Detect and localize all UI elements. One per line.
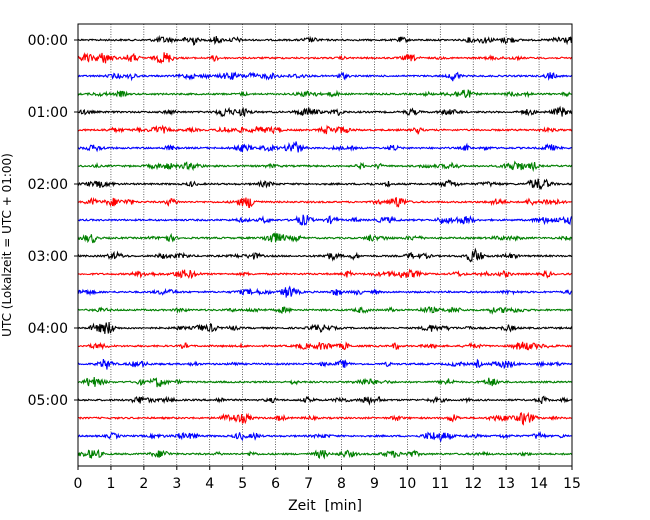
trace-line <box>77 160 573 173</box>
x-tick-label: 6 <box>271 476 280 492</box>
plot-area <box>78 24 572 466</box>
x-tick-label: 9 <box>370 476 379 492</box>
y-tick-label: 01:00 <box>28 105 68 121</box>
trace-line <box>77 376 573 388</box>
traces <box>77 34 573 460</box>
y-tick-label: 05:00 <box>28 393 68 409</box>
trace-line <box>77 197 573 209</box>
x-tick-label: 7 <box>304 476 313 492</box>
trace-line <box>77 141 573 153</box>
x-tick-label: 3 <box>172 476 181 492</box>
axes-frame <box>77 23 573 467</box>
trace-line <box>77 322 573 334</box>
y-axis-label: UTC (Lokalzeit = UTC + 01:00) <box>0 153 14 337</box>
x-axis-label: Zeit [min] <box>288 498 362 514</box>
x-tick-label: 12 <box>464 476 482 492</box>
x-tick-label: 1 <box>106 476 115 492</box>
trace-line <box>77 431 573 443</box>
trace-line <box>77 88 573 99</box>
y-tick-label: 02:00 <box>28 177 68 193</box>
trace-line <box>77 178 573 190</box>
ticks: 0 1 2 3 4 5 6 7 8 9 10 11 12 13 14 1500:0001:0002:0003:… <box>28 33 581 492</box>
x-tick-label: 10 <box>398 476 416 492</box>
trace-line <box>77 124 573 135</box>
x-tick-label: 13 <box>497 476 515 492</box>
x-tick-label: 15 <box>563 476 581 492</box>
y-tick-label: 04:00 <box>28 321 68 337</box>
trace-line <box>77 285 573 298</box>
trace-line <box>77 105 573 118</box>
x-tick-label: 5 <box>238 476 247 492</box>
x-tick-label: 14 <box>530 476 548 492</box>
x-tick-label: 8 <box>337 476 346 492</box>
trace-line <box>77 306 573 315</box>
trace-line <box>77 411 573 426</box>
trace-line <box>77 449 573 460</box>
trace-line <box>77 232 573 244</box>
trace-line <box>77 268 573 280</box>
trace-line <box>77 395 573 406</box>
trace-line <box>77 214 573 226</box>
trace-line <box>77 71 573 82</box>
y-tick-label: 03:00 <box>28 249 68 265</box>
x-tick-label: 2 <box>139 476 148 492</box>
x-tick-label: 0 <box>74 476 83 492</box>
grid <box>110 24 540 466</box>
y-tick-label: 00:00 <box>28 33 68 49</box>
trace-line <box>77 341 573 351</box>
trace-line <box>77 34 573 46</box>
x-tick-label: 4 <box>205 476 214 492</box>
trace-line <box>77 52 573 65</box>
trace-line <box>77 358 573 370</box>
trace-line <box>77 247 573 263</box>
x-tick-label: 11 <box>431 476 449 492</box>
